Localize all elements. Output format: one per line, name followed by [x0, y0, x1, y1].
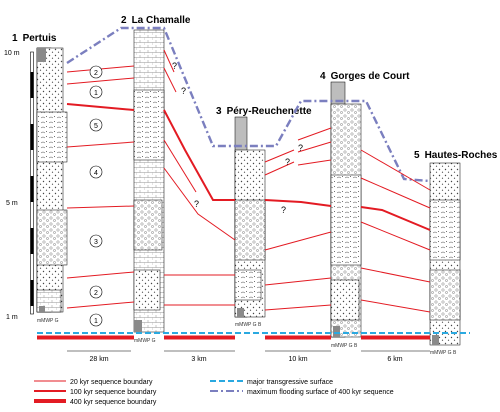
scale-bar: 10 m 5 m 1 m: [4, 50, 34, 321]
svg-text:28 km: 28 km: [89, 356, 108, 363]
boundary-20kyr-22: [360, 177, 431, 209]
section-title-gorges-de-court: 4 Gorges de Court: [320, 71, 410, 82]
legend-item-mfs: maximum flooding surface of 400 kyr sequ…: [210, 389, 394, 396]
sequence-number-marker: 1: [89, 85, 103, 99]
boundaries-20kyr: [66, 49, 431, 313]
sequence-number-marker: 2: [89, 65, 103, 79]
question-mark-4: ?: [298, 143, 303, 153]
boundary-20kyr-25: [360, 299, 431, 313]
facies-axis-la-chamalle: mMWP G: [134, 338, 156, 344]
boundary-20kyr-9: [163, 139, 197, 193]
section-title-pery-reuchenette: 3 Péry-Reuchenette: [216, 106, 312, 117]
column-pertuis: mMWP G: [36, 47, 68, 324]
boundary-100kyr-d: [360, 206, 431, 231]
svg-text:3: 3: [94, 239, 98, 246]
svg-text:100 kyr sequence boundary: 100 kyr sequence boundary: [70, 389, 157, 396]
boundary-20kyr-24: [360, 267, 431, 283]
boundary-20kyr-19: [297, 141, 332, 153]
facies-axis-gorges-de-court: mMWP G B: [331, 343, 358, 349]
boundary-20kyr-21: [360, 149, 431, 191]
boundary-20kyr-18: [297, 127, 332, 141]
boundary-20kyr-14: [264, 161, 295, 176]
question-mark-3: ?: [194, 199, 199, 209]
svg-text:400 kyr sequence boundary: 400 kyr sequence boundary: [70, 399, 157, 406]
legend-item-transgressive: major transgressive surface: [210, 379, 333, 386]
svg-text:1: 1: [94, 318, 98, 325]
svg-text:10 km: 10 km: [288, 356, 307, 363]
boundary-20kyr-16: [264, 277, 332, 286]
svg-text:4: 4: [94, 170, 98, 177]
boundary-100kyr-a: [66, 103, 135, 111]
question-mark-6: ?: [281, 205, 286, 215]
boundary-20kyr-6: [66, 301, 135, 309]
scale-label-10m: 10 m: [4, 50, 20, 57]
column-la-chamalle: mMWP G: [133, 29, 165, 344]
sequence-number-marker: 2: [89, 285, 103, 299]
sequence-number-marker: 1: [89, 313, 103, 327]
question-mark-5: ?: [285, 157, 290, 167]
distance-3: 10 km: [265, 350, 331, 363]
legend-item-20kyr: 20 kyr sequence boundary: [34, 379, 153, 386]
svg-text:6 km: 6 km: [387, 356, 402, 363]
svg-text:2: 2: [94, 70, 98, 77]
scale-label-5m: 5 m: [6, 200, 18, 207]
boundaries-100kyr: [66, 103, 431, 231]
question-mark-2: ?: [181, 86, 186, 96]
svg-text:2: 2: [94, 290, 98, 297]
boundary-20kyr-23: [360, 221, 431, 251]
boundary-20kyr-17: [264, 304, 332, 311]
boundary-20kyr-8: [163, 67, 177, 93]
legend-item-100kyr: 100 kyr sequence boundary: [34, 389, 157, 396]
section-title-pertuis: 1 Pertuis: [12, 33, 57, 44]
boundary-100kyr-c: [264, 199, 332, 207]
boundary-20kyr-20: [297, 159, 332, 166]
distance-1: 28 km: [67, 350, 131, 363]
column-pery-reuchenette: mMWP G B: [234, 116, 266, 328]
svg-text:20 kyr sequence boundary: 20 kyr sequence boundary: [70, 379, 153, 386]
sequence-numbers: 2 1 5 4 3 2 1: [89, 65, 103, 327]
distance-markers: 28 km 3 km 10 km 6 km: [67, 350, 430, 363]
boundary-20kyr-2: [66, 77, 135, 85]
question-mark-1: ?: [172, 61, 177, 71]
distance-4: 6 km: [361, 350, 430, 363]
facies-axis-hautes-roches: mMWP G B: [430, 350, 457, 356]
legend: 20 kyr sequence boundary 100 kyr sequenc…: [34, 379, 394, 406]
facies-axis-pertuis: mMWP G: [37, 318, 59, 324]
sequence-number-marker: 3: [89, 234, 103, 248]
sequence-number-marker: 5: [89, 118, 103, 132]
boundary-20kyr-7: [163, 49, 175, 73]
scale-label-1m: 1 m: [6, 314, 18, 321]
svg-text:major transgressive surface: major transgressive surface: [247, 379, 333, 386]
svg-text:maximum flooding surface of 40: maximum flooding surface of 400 kyr sequ…: [247, 389, 394, 396]
legend-item-400kyr: 400 kyr sequence boundary: [34, 399, 157, 406]
facies-axis-pery-reuchenette: mMWP G B: [235, 322, 262, 328]
maximum-flooding-surface-line: [66, 26, 431, 183]
svg-text:5: 5: [94, 123, 98, 130]
boundary-20kyr-3: [66, 141, 135, 148]
svg-text:3 km: 3 km: [191, 356, 206, 363]
boundary-20kyr-5: [66, 271, 135, 279]
boundary-20kyr-10: [163, 167, 236, 241]
svg-text:1: 1: [94, 90, 98, 97]
column-hautes-roches: mMWP G B: [429, 162, 461, 356]
boundary-20kyr-13: [264, 149, 295, 163]
section-titles: 1 Pertuis 2 La Chamalle 3 Péry-Reuchenette …: [12, 15, 498, 161]
boundary-100kyr-b: [163, 109, 235, 201]
section-title-la-chamalle: 2 La Chamalle: [121, 15, 191, 26]
section-title-hautes-roches: 5 Hautes-Roches: [414, 150, 498, 161]
distance-2: 3 km: [164, 350, 235, 363]
sequence-number-marker: 4: [89, 165, 103, 179]
boundary-20kyr-15: [264, 231, 332, 251]
column-gorges-de-court: mMWP G B: [330, 81, 362, 349]
uncertain-correlations: ? ? ? ? ? ?: [172, 61, 303, 215]
boundary-20kyr-4: [66, 205, 135, 209]
